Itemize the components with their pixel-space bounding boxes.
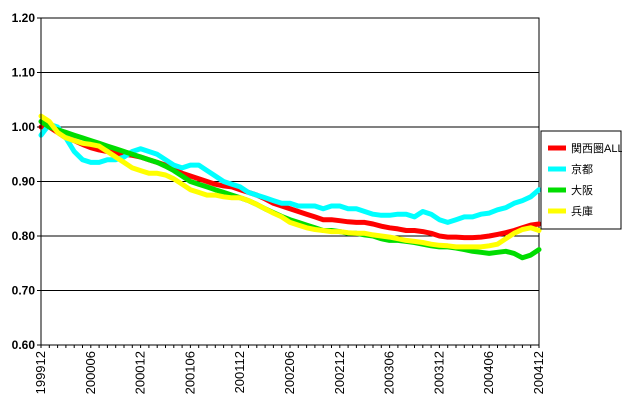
- x-tick-label: 200106: [182, 351, 197, 394]
- y-tick-label: 1.00: [12, 120, 36, 134]
- x-tick-label: 199912: [33, 351, 48, 394]
- series-line-4: [38, 113, 542, 250]
- x-tick-label: 200012: [133, 351, 148, 394]
- x-tick-label: 200412: [531, 351, 546, 394]
- x-tick-label: 200406: [481, 351, 496, 394]
- y-axis-ticks: 0.60 0.70 0.80 0.90 1.00 1.10 1.20: [12, 11, 41, 352]
- y-tick-label: 0.90: [12, 175, 36, 189]
- legend-label: 関西圏ALL: [571, 142, 622, 155]
- x-tick-label: 200112: [232, 351, 247, 393]
- y-tick-label: 0.70: [12, 284, 36, 298]
- x-tick-label: 200212: [332, 351, 347, 394]
- series-lines: [38, 113, 542, 261]
- y-tick-label: 0.60: [12, 338, 36, 352]
- y-tick-label: 1.10: [12, 66, 36, 80]
- x-tick-label: 200312: [431, 351, 446, 394]
- x-tick-label: 200206: [282, 351, 297, 394]
- legend-label: 京都: [571, 162, 593, 176]
- x-tick-label: 200006: [83, 351, 98, 394]
- series-line-2: [38, 121, 542, 225]
- x-tick-label: 200306: [382, 351, 397, 394]
- x-axis-ticks: 199912 200006 200012 200106 200112 200206 2002…: [33, 345, 546, 394]
- legend-label: 兵庫: [571, 204, 593, 218]
- y-tick-label: 1.20: [12, 11, 36, 25]
- y-tick-label: 0.80: [12, 229, 36, 243]
- legend-label: 大阪: [571, 183, 593, 197]
